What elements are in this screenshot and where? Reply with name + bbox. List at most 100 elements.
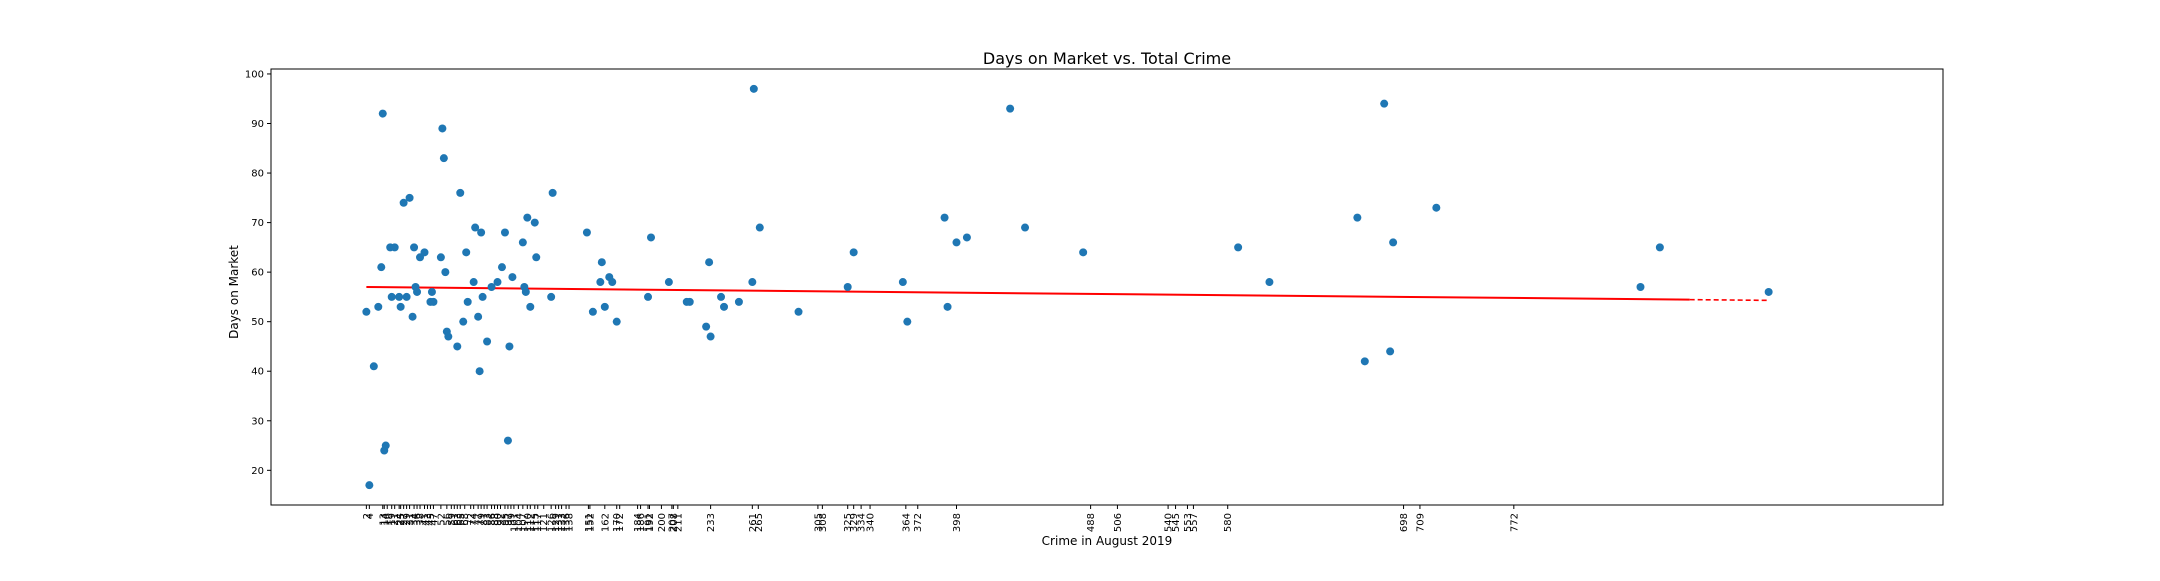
- x-tick-label: 61: [450, 513, 461, 526]
- y-tick-label: 90: [251, 119, 264, 130]
- x-tick-label: 325: [843, 513, 854, 532]
- y-tick-label: 40: [251, 367, 264, 378]
- x-tick-label: 133: [557, 513, 568, 532]
- x-tick-label: 506: [1113, 513, 1124, 532]
- data-point: [717, 292, 726, 301]
- data-point: [441, 268, 450, 277]
- data-point: [720, 302, 729, 311]
- data-point: [493, 278, 502, 287]
- data-point: [478, 292, 487, 301]
- x-tick-label: 74: [469, 513, 480, 526]
- trend-line-dashed: [1689, 298, 1769, 302]
- y-tick-label: 70: [251, 218, 264, 229]
- x-tick-label: 308: [818, 513, 829, 532]
- data-point: [362, 307, 371, 316]
- data-point: [444, 332, 453, 341]
- data-point: [962, 233, 971, 242]
- x-tick-label: 34: [410, 513, 421, 526]
- x-tick-label: 121: [539, 513, 550, 532]
- data-point: [1006, 104, 1015, 113]
- data-point: [1234, 243, 1243, 252]
- data-point: [374, 302, 383, 311]
- data-point: [521, 287, 530, 296]
- x-tick-label: 709: [1415, 513, 1426, 532]
- x-tick-label: 72: [466, 513, 477, 526]
- data-point: [390, 243, 399, 252]
- x-tick-label: 557: [1189, 513, 1200, 532]
- x-tick-label: 151: [584, 513, 595, 532]
- x-tick-label: 208: [669, 513, 680, 532]
- x-tick-label: 170: [612, 513, 623, 532]
- x-tick-label: 97: [503, 513, 514, 526]
- x-tick-label: 86: [487, 513, 498, 526]
- x-tick-label: 63: [453, 513, 464, 526]
- y-tick-label: 20: [251, 466, 264, 477]
- data-point: [395, 292, 404, 301]
- trend-line: [366, 286, 1690, 301]
- x-tick-label: 261: [748, 513, 759, 532]
- x-tick-label: 372: [913, 513, 924, 532]
- data-point: [532, 253, 541, 262]
- data-point: [413, 287, 422, 296]
- x-tick-label: 99: [506, 513, 517, 526]
- x-tick-label: 152: [585, 513, 596, 532]
- data-point: [462, 248, 471, 257]
- x-tick-label: 136: [562, 513, 573, 532]
- data-point: [794, 307, 803, 316]
- x-tick-label: 553: [1183, 513, 1194, 532]
- data-point: [408, 312, 417, 321]
- x-tick-label: 83: [483, 513, 494, 526]
- x-tick-label: 112: [526, 513, 537, 532]
- x-tick-label: 200: [657, 513, 668, 532]
- x-tick-label: 45: [426, 513, 437, 526]
- data-point: [508, 273, 517, 282]
- x-tick-label: 41: [420, 513, 431, 526]
- data-point: [748, 278, 757, 287]
- plot-frame: [270, 68, 1944, 506]
- data-point: [377, 263, 386, 272]
- data-point: [755, 223, 764, 232]
- x-tick-label: 2: [362, 513, 373, 519]
- y-tick-label: 60: [251, 268, 264, 279]
- data-point: [702, 322, 711, 331]
- data-point: [399, 198, 408, 207]
- x-tick-label: 340: [866, 513, 877, 532]
- x-tick-label: 488: [1086, 513, 1097, 532]
- x-tick-label: 117: [533, 513, 544, 532]
- data-point: [477, 228, 486, 237]
- data-point: [1265, 278, 1274, 287]
- x-tick-label: 138: [565, 513, 576, 532]
- data-point: [396, 302, 405, 311]
- x-tick-label: 698: [1399, 513, 1410, 532]
- data-point: [685, 297, 694, 306]
- x-tick-label: 110: [523, 513, 534, 532]
- x-tick-label: 13: [378, 513, 389, 526]
- x-tick-label: 43: [423, 513, 434, 526]
- data-point: [487, 283, 496, 291]
- data-point: [1764, 287, 1773, 296]
- x-tick-label: 126: [547, 513, 558, 532]
- data-point: [597, 258, 606, 267]
- data-point: [644, 292, 653, 301]
- data-point: [706, 332, 715, 341]
- data-point: [1021, 223, 1030, 232]
- x-tick-label: 25: [396, 513, 407, 526]
- x-tick-label: 191: [644, 513, 655, 532]
- x-tick-label: 19: [387, 513, 398, 526]
- data-point: [438, 124, 447, 133]
- data-point: [500, 228, 509, 237]
- data-point: [378, 109, 387, 118]
- x-tick-label: 115: [530, 513, 541, 532]
- x-tick-label: 36: [413, 513, 424, 526]
- x-tick-label: 540: [1164, 513, 1175, 532]
- data-point: [453, 342, 462, 351]
- data-point: [600, 302, 609, 311]
- data-point: [387, 292, 396, 301]
- data-point: [1636, 283, 1645, 291]
- data-point: [1380, 99, 1389, 108]
- data-point: [427, 287, 436, 296]
- data-point: [523, 213, 532, 222]
- data-point: [469, 278, 478, 287]
